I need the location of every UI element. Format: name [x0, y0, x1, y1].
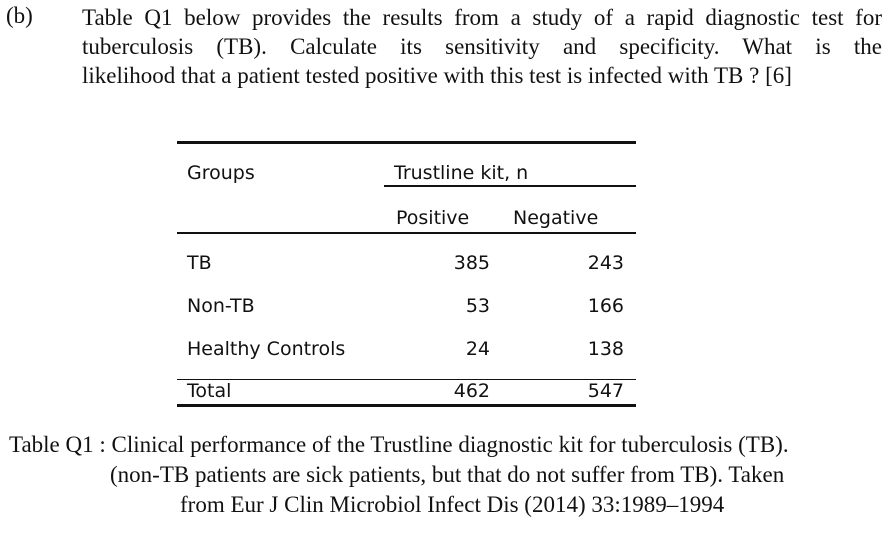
question-line: likelihood that a patient tested positiv…	[82, 63, 792, 88]
total-top-rule	[177, 379, 636, 380]
header-bottom-rule	[177, 232, 636, 234]
table-row-negative: 547	[587, 380, 624, 402]
table-row-group: Total	[187, 380, 232, 402]
table-top-rule	[177, 141, 636, 144]
question-label: (b)	[6, 3, 33, 28]
table-row-positive: 24	[465, 338, 490, 360]
table-row-group: TB	[187, 252, 212, 274]
caption-line: from Eur J Clin Microbiol Infect Dis (20…	[180, 492, 725, 517]
question-line: tuberculosis (TB). Calculate its sensiti…	[82, 34, 882, 59]
question-text: Table Q1 below provides the results from…	[82, 3, 882, 90]
table-row-positive: 53	[465, 295, 490, 317]
caption-line: Table Q1 : Clinical performance of the T…	[9, 432, 789, 457]
caption-line: (non-TB patients are sick patients, but …	[110, 462, 785, 487]
kit-header-rule	[384, 185, 636, 187]
table-row-positive: 385	[453, 252, 490, 274]
table-row-negative: 138	[587, 338, 624, 360]
table-row-group: Healthy Controls	[187, 338, 346, 360]
kit-header: Trustline kit, n	[394, 162, 529, 184]
table-row-negative: 166	[587, 295, 624, 317]
question-line: Table Q1 below provides the results from…	[82, 5, 882, 30]
groups-header: Groups	[187, 162, 255, 184]
positive-header: Positive	[396, 207, 470, 229]
negative-header: Negative	[513, 207, 599, 229]
table-row-group: Non-TB	[187, 295, 255, 317]
table-bottom-rule	[177, 404, 636, 407]
table-row-positive: 462	[453, 380, 490, 402]
table-row-negative: 243	[587, 252, 624, 274]
